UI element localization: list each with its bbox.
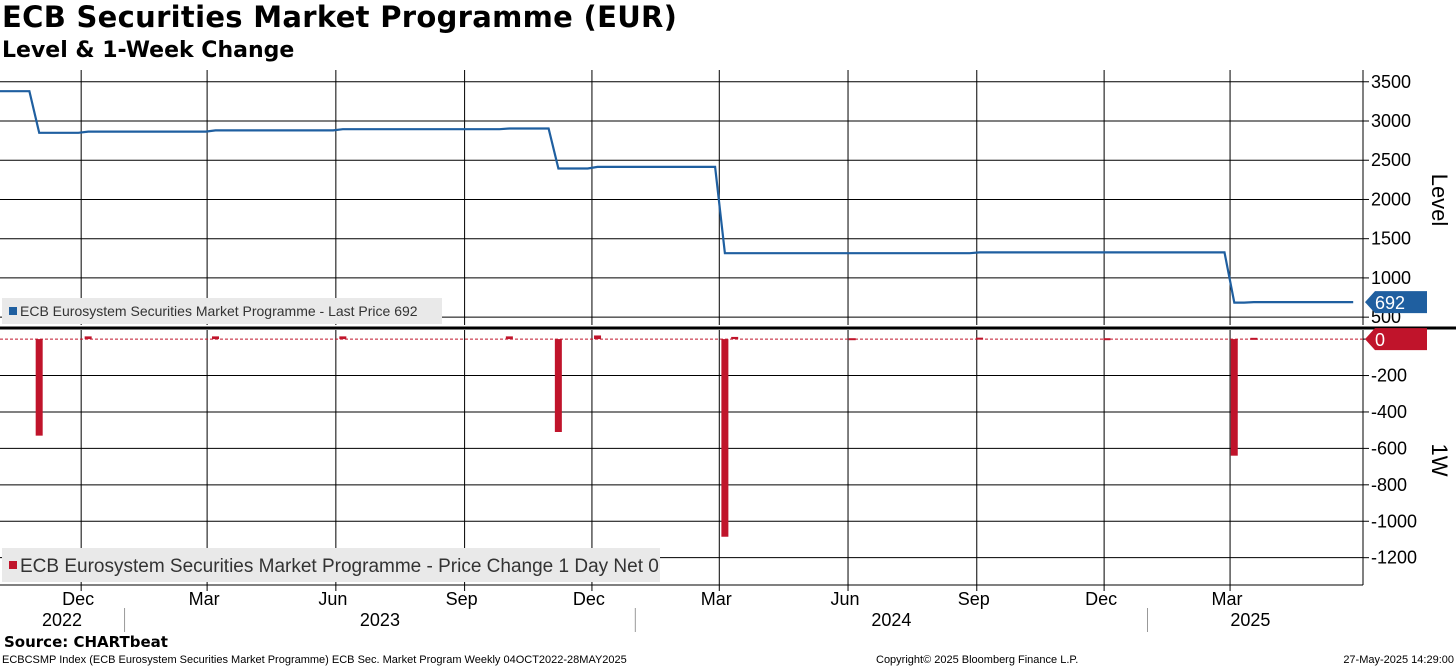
- change-bar: [976, 337, 984, 340]
- x-tick-label-month: Dec: [1085, 589, 1117, 609]
- y-axis-title-level: Level: [1427, 174, 1452, 227]
- last-value-change-text: 0: [1375, 330, 1385, 350]
- change-bar: [339, 336, 347, 340]
- change-bar: [212, 336, 220, 340]
- change-bar: [554, 339, 562, 432]
- y-tick-label: -1200: [1371, 548, 1417, 568]
- source-note: Source: CHARTbeat: [4, 633, 168, 651]
- y-tick-label: 3000: [1371, 111, 1411, 131]
- x-tick-label-month: Dec: [573, 589, 605, 609]
- legend-change-label: ECB Eurosystem Securities Market Program…: [20, 556, 659, 577]
- last-value-change: [1365, 328, 1427, 351]
- y-tick-label: -600: [1371, 438, 1407, 458]
- x-tick-label-month: Sep: [446, 589, 478, 609]
- y-tick-label: 2000: [1371, 189, 1411, 209]
- last-value-level-text: 692: [1375, 293, 1405, 313]
- change-bar: [594, 335, 602, 340]
- change-bar: [84, 336, 92, 340]
- change-bar: [35, 339, 43, 436]
- x-tick-label-month: Mar: [189, 589, 220, 609]
- y-tick-label: 1000: [1371, 268, 1411, 288]
- change-bar: [1103, 338, 1111, 341]
- level-line-series: [0, 90, 1354, 304]
- x-tick-label-year: 2022: [42, 610, 82, 630]
- y-tick-label: -1000: [1371, 511, 1417, 531]
- change-bar: [505, 336, 513, 340]
- legend-level-box: [2, 298, 442, 324]
- x-tick-label-month: Jun: [831, 589, 860, 609]
- x-tick-label-month: Mar: [1212, 589, 1243, 609]
- chart-title: ECB Securities Market Programme (EUR): [2, 0, 678, 34]
- x-tick-label-year: 2025: [1230, 610, 1270, 630]
- x-tick-label-month: Sep: [958, 589, 990, 609]
- y-tick-label: -200: [1371, 366, 1407, 386]
- y-tick-label: -800: [1371, 475, 1407, 495]
- x-tick-label-month: Mar: [701, 589, 732, 609]
- change-bar: [731, 336, 739, 340]
- change-bar: [848, 338, 856, 341]
- timestamp: 27-May-2025 14:29:00: [1343, 654, 1454, 666]
- y-axis-title-change: 1W: [1427, 444, 1452, 477]
- x-tick-label-year: 2024: [871, 610, 911, 630]
- x-tick-label-month: Jun: [318, 589, 347, 609]
- copyright-notice: Copyright© 2025 Bloomberg Finance L.P.: [876, 654, 1079, 666]
- legend-level-swatch: [9, 307, 17, 315]
- chart-subtitle: Level & 1-Week Change: [2, 38, 295, 63]
- change-bar: [1250, 337, 1258, 340]
- x-tick-label-month: Dec: [62, 589, 94, 609]
- y-tick-label: 2500: [1371, 150, 1411, 170]
- change-bar: [721, 339, 729, 537]
- x-tick-label-year: 2023: [360, 610, 400, 630]
- legend-change-swatch: [9, 561, 17, 569]
- y-tick-label: 1500: [1371, 229, 1411, 249]
- y-tick-label: 3500: [1371, 72, 1411, 92]
- change-bar: [1230, 339, 1238, 456]
- series-description: ECBCSMP Index (ECB Eurosystem Securities…: [2, 654, 627, 666]
- legend-change-box: [2, 548, 660, 582]
- y-tick-label: -400: [1371, 402, 1407, 422]
- last-value-level: [1365, 291, 1427, 314]
- legend-level-label: ECB Eurosystem Securities Market Program…: [20, 303, 418, 319]
